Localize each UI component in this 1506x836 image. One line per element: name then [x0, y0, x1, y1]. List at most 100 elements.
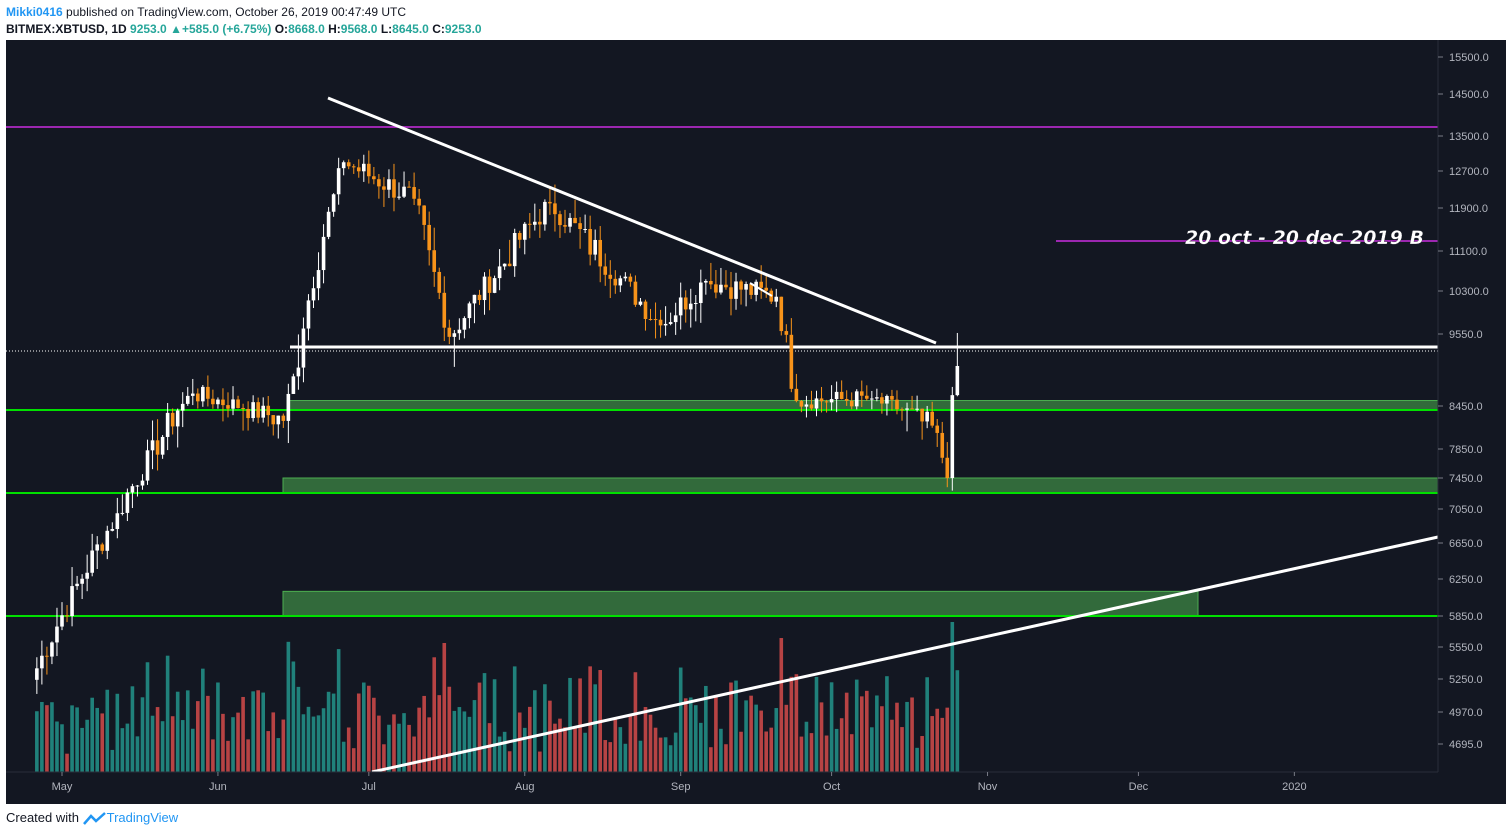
candle-body	[673, 315, 678, 323]
volume-bar	[608, 742, 613, 772]
candle-body	[699, 282, 703, 304]
volume-bar	[201, 668, 205, 772]
candle-body	[326, 211, 331, 237]
volume-bar	[663, 737, 668, 772]
time-tick-label: Oct	[823, 781, 840, 793]
volume-bar	[724, 744, 728, 772]
volume-bar	[90, 697, 94, 772]
tradingview-brand[interactable]: TradingView	[106, 810, 179, 825]
price-tick-label: 6250.0	[1449, 574, 1483, 586]
candle-body	[201, 386, 205, 402]
volume-bar	[668, 745, 673, 772]
volume-bar	[865, 690, 869, 772]
volume-bar	[457, 707, 462, 772]
candle-body	[80, 578, 84, 584]
volume-bar	[155, 707, 160, 772]
volume-bar	[613, 719, 618, 772]
footer: Created with TradingView	[6, 810, 178, 826]
candle-body	[583, 228, 587, 230]
volume-bar	[588, 666, 592, 772]
volume-bar	[502, 731, 507, 772]
volume-bar	[729, 682, 733, 772]
volume-bar	[55, 721, 59, 772]
volume-bar	[900, 727, 904, 772]
candle-body	[558, 214, 562, 226]
candle-body	[150, 440, 155, 451]
volume-bar	[804, 721, 809, 772]
author-name[interactable]: Mikki0416	[6, 5, 63, 19]
candle-body	[75, 583, 79, 587]
candle-body	[859, 391, 864, 396]
volume-bar	[402, 713, 406, 772]
candle-body	[412, 187, 416, 199]
volume-bar	[849, 734, 854, 772]
candle-body	[563, 225, 567, 227]
volume-bar	[940, 717, 945, 772]
candle-body	[261, 405, 265, 418]
candle-body	[844, 398, 849, 401]
volume-bar	[558, 718, 562, 772]
volume-bar	[477, 682, 482, 772]
volume-bar	[915, 747, 919, 772]
candle-body	[145, 450, 150, 481]
price-tick-label: 7850.0	[1449, 444, 1483, 456]
candle-body	[643, 301, 648, 319]
price-tick-label: 6650.0	[1449, 538, 1483, 550]
candle-body	[135, 485, 140, 487]
price-tick-label: 14500.0	[1449, 89, 1489, 101]
candle-body	[45, 655, 49, 657]
candle-body	[266, 405, 271, 416]
volume-bar	[955, 670, 960, 772]
candle-body	[447, 327, 452, 337]
candle-body	[945, 457, 950, 478]
candle-body	[221, 399, 225, 406]
volume-bar	[603, 740, 608, 772]
tradingview-logo-icon	[82, 811, 106, 825]
candle-body	[533, 221, 537, 225]
volume-bar	[306, 706, 311, 772]
volume-bar	[859, 696, 864, 772]
support-zone	[286, 400, 1439, 411]
candle-body	[875, 397, 879, 399]
last-price: 9253.0	[130, 22, 167, 36]
volume-bar	[110, 749, 115, 772]
candle-body	[437, 271, 442, 293]
candle-body	[754, 281, 758, 295]
volume-bar	[779, 638, 784, 772]
volume-bar	[905, 701, 909, 772]
volume-bar	[673, 732, 678, 772]
price-chart[interactable]: 13682.011201.58336.07240.05860.59322.092…	[0, 40, 1506, 804]
volume-bar	[512, 666, 517, 772]
candle-body	[336, 168, 341, 195]
volume-bar	[276, 738, 281, 772]
volume-bar	[447, 686, 452, 772]
volume-bar	[85, 719, 89, 772]
candle-body	[387, 179, 391, 190]
candle-body	[462, 318, 467, 330]
publish-text: published on TradingView.com, October 26…	[62, 5, 407, 19]
candle-body	[110, 529, 115, 531]
volume-bar	[719, 728, 723, 772]
candle-body	[593, 239, 597, 255]
volume-bar	[427, 717, 431, 772]
candle-body	[180, 403, 185, 411]
candle-body	[895, 399, 899, 410]
support-zone	[282, 590, 1199, 617]
price-axis-labels: 15500.0 14500.0 13500.0 12700.0 11900.0 11100…	[1449, 52, 1489, 751]
price-tick-label: 7450.0	[1449, 473, 1483, 485]
volume-bar	[266, 731, 271, 772]
candle-body	[291, 376, 296, 394]
candle-body	[120, 512, 125, 514]
candle-body	[356, 167, 361, 172]
volume-bar	[925, 677, 929, 772]
candle-body	[683, 297, 688, 310]
candle-body	[502, 263, 507, 267]
volume-bar	[331, 693, 336, 772]
low-label: L:	[380, 22, 393, 36]
volume-bar	[130, 686, 135, 772]
candle-body	[814, 398, 819, 409]
candle-body	[834, 391, 839, 400]
volume-bar	[336, 649, 341, 772]
volume-bar	[372, 697, 376, 772]
candle-body	[226, 405, 230, 409]
